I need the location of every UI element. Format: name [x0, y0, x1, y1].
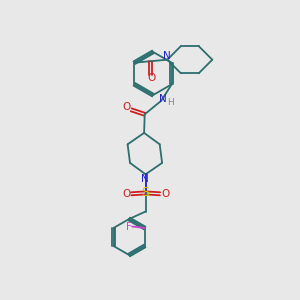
Text: F: F: [126, 221, 131, 232]
Text: O: O: [123, 102, 131, 112]
Text: N: N: [159, 94, 167, 104]
Text: O: O: [161, 189, 169, 199]
Text: N: N: [141, 173, 149, 184]
Text: H: H: [167, 98, 174, 107]
Text: S: S: [142, 186, 150, 200]
Text: N: N: [164, 51, 171, 61]
Text: O: O: [122, 189, 130, 199]
Text: O: O: [147, 73, 155, 83]
